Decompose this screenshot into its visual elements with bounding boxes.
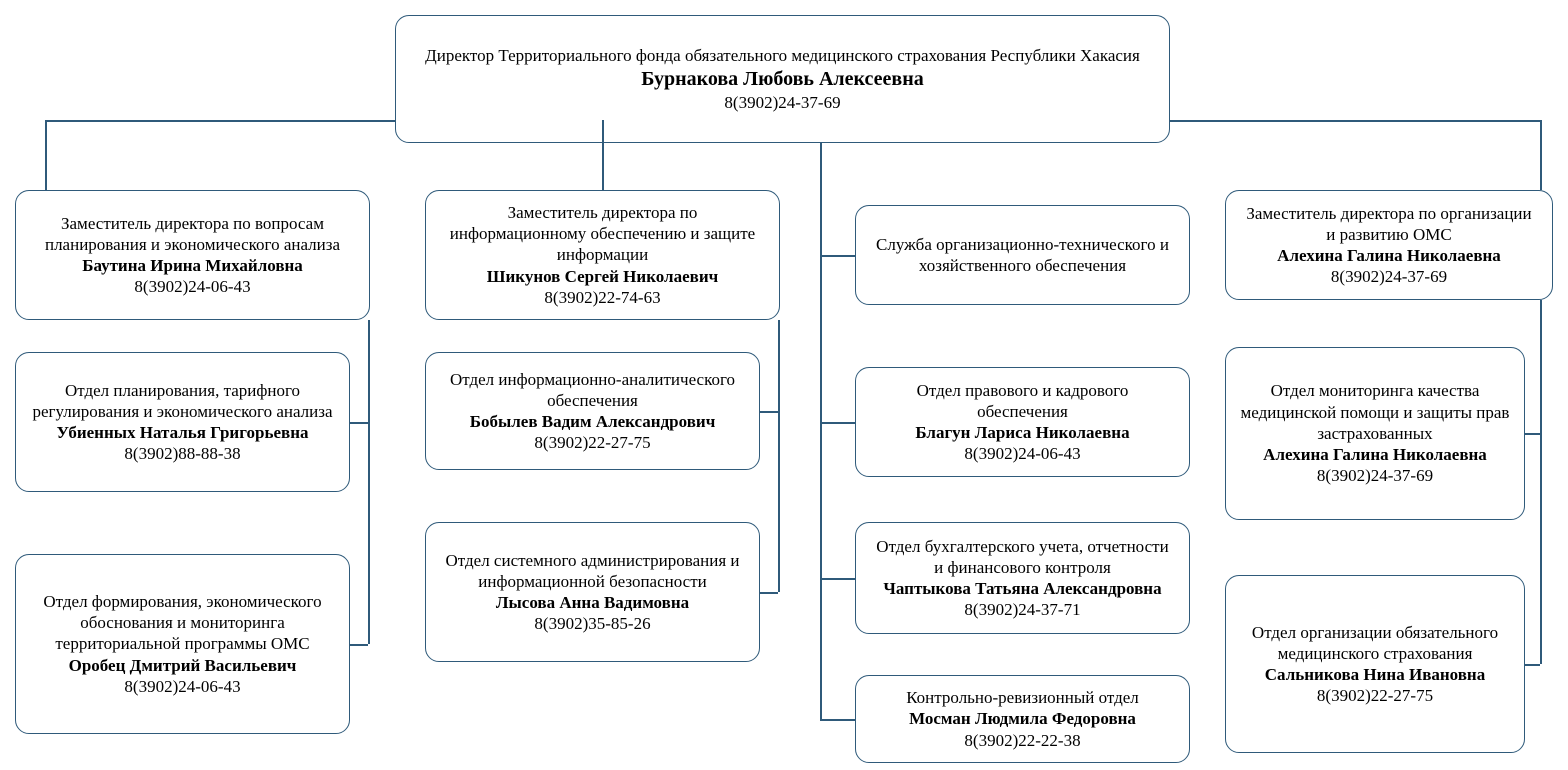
col2-head-phone: 8(3902)22-74-63 (544, 287, 660, 308)
col2-head-title: Заместитель директора по информационному… (440, 202, 765, 266)
col4-dept-0-title: Отдел мониторинга качества медицинской п… (1240, 380, 1510, 444)
col4-dept-1-name: Сальникова Нина Ивановна (1265, 664, 1485, 685)
col1-dept-1-name: Оробец Дмитрий Васильевич (69, 655, 297, 676)
col1-head-phone: 8(3902)24-06-43 (134, 276, 250, 297)
col3-dept-1: Отдел бухгалтерского учета, отчетности и… (855, 522, 1190, 634)
col4-head-phone: 8(3902)24-37-69 (1331, 266, 1447, 287)
col2-dept-1-name: Лысова Анна Вадимовна (496, 592, 689, 613)
col4-dept-0: Отдел мониторинга качества медицинской п… (1225, 347, 1525, 520)
col2-dept-0-title: Отдел информационно-аналитического обесп… (440, 369, 745, 412)
col4-dept-0-phone: 8(3902)24-37-69 (1317, 465, 1433, 486)
col4-head-name: Алехина Галина Николаевна (1277, 245, 1501, 266)
col1-head-title: Заместитель директора по вопросам планир… (30, 213, 355, 256)
col4-head: Заместитель директора по организации и р… (1225, 190, 1553, 300)
col4-dept-1: Отдел организации обязательного медицинс… (1225, 575, 1525, 753)
col3-dept-2-title: Контрольно-ревизионный отдел (906, 687, 1139, 708)
col1-dept-0: Отдел планирования, тарифного регулирова… (15, 352, 350, 492)
root-phone: 8(3902)24-37-69 (724, 92, 840, 113)
col1-dept-0-title: Отдел планирования, тарифного регулирова… (30, 380, 335, 423)
col3-dept-2-name: Мосман Людмила Федоровна (909, 708, 1136, 729)
col1-head-name: Баутина Ирина Михайловна (82, 255, 303, 276)
col3-dept-0-name: Благун Лариса Николаевна (915, 422, 1129, 443)
root-node: Директор Территориального фонда обязател… (395, 15, 1170, 143)
col3-head: Служба организационно-технического и хоз… (855, 205, 1190, 305)
col3-dept-0: Отдел правового и кадрового обеспечения … (855, 367, 1190, 477)
col2-head-name: Шикунов Сергей Николаевич (487, 266, 718, 287)
col4-dept-1-phone: 8(3902)22-27-75 (1317, 685, 1433, 706)
col1-dept-1-title: Отдел формирования, экономического обосн… (30, 591, 335, 655)
col2-dept-0-phone: 8(3902)22-27-75 (534, 432, 650, 453)
col2-dept-0-name: Бобылев Вадим Александрович (470, 411, 716, 432)
col4-head-title: Заместитель директора по организации и р… (1240, 203, 1538, 246)
col3-dept-2: Контрольно-ревизионный отдел Мосман Людм… (855, 675, 1190, 763)
col3-head-title: Служба организационно-технического и хоз… (870, 234, 1175, 277)
col2-dept-1-title: Отдел системного администрирования и инф… (440, 550, 745, 593)
col3-dept-2-phone: 8(3902)22-22-38 (964, 730, 1080, 751)
col1-dept-1-phone: 8(3902)24-06-43 (124, 676, 240, 697)
col3-dept-0-title: Отдел правового и кадрового обеспечения (870, 380, 1175, 423)
col2-dept-0: Отдел информационно-аналитического обесп… (425, 352, 760, 470)
col1-dept-0-name: Убиенных Наталья Григорьевна (56, 422, 308, 443)
col2-dept-1: Отдел системного администрирования и инф… (425, 522, 760, 662)
col2-head: Заместитель директора по информационному… (425, 190, 780, 320)
col3-dept-1-phone: 8(3902)24-37-71 (964, 599, 1080, 620)
col3-dept-1-name: Чаптыкова Татьяна Александровна (883, 578, 1161, 599)
col3-dept-1-title: Отдел бухгалтерского учета, отчетности и… (870, 536, 1175, 579)
col1-dept-1: Отдел формирования, экономического обосн… (15, 554, 350, 734)
root-title: Директор Территориального фонда обязател… (425, 45, 1140, 66)
col3-dept-0-phone: 8(3902)24-06-43 (964, 443, 1080, 464)
root-name: Бурнакова Любовь Алексеевна (641, 67, 924, 92)
col4-dept-0-name: Алехина Галина Николаевна (1263, 444, 1487, 465)
col1-dept-0-phone: 8(3902)88-88-38 (124, 443, 240, 464)
col4-dept-1-title: Отдел организации обязательного медицинс… (1240, 622, 1510, 665)
col2-dept-1-phone: 8(3902)35-85-26 (534, 613, 650, 634)
col1-head: Заместитель директора по вопросам планир… (15, 190, 370, 320)
